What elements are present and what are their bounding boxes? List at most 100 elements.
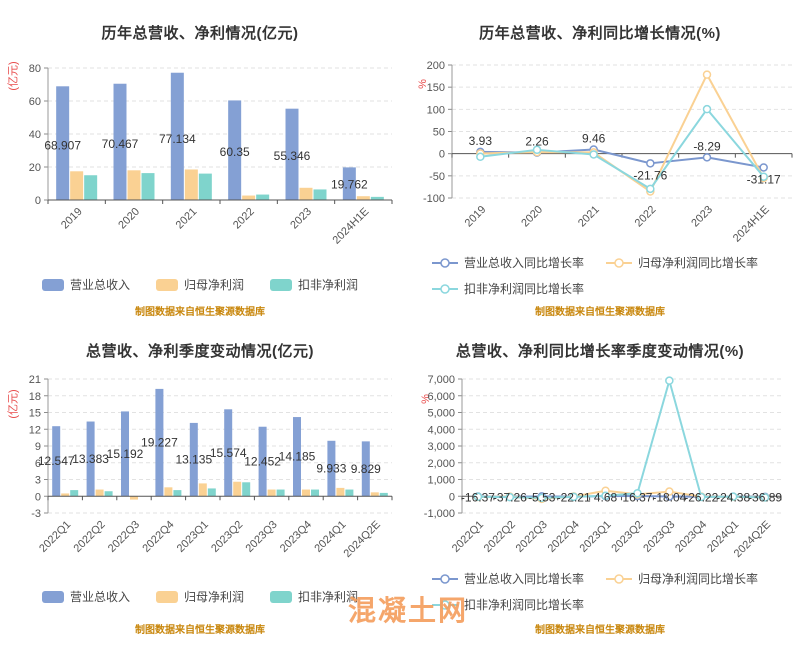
svg-text:2022Q1: 2022Q1 [37, 519, 73, 555]
bar-chart-canvas: 0 20 40 60 80 2019 2020 2021 2022 2023 2024H1E 68.9… [29, 63, 393, 247]
legend-item-series[interactable]: 营业总收入 [41, 588, 130, 605]
legend: 营业总收入同比增长率 归母净利润同比增长率扣非净利润同比增长率 [432, 254, 800, 306]
svg-text:3: 3 [35, 475, 41, 487]
svg-text:-100: -100 [423, 193, 445, 205]
svg-text:-3: -3 [31, 508, 41, 520]
chart-yearly-growth: 历年总营收、净利同比增长情况(%) % -100 -50 0 50 100 150 200 2… [400, 0, 800, 330]
svg-text:2022Q2: 2022Q2 [482, 519, 518, 555]
svg-text:-31.17: -31.17 [747, 172, 781, 186]
svg-text:2023Q4: 2023Q4 [673, 519, 709, 555]
svg-text:-21.76: -21.76 [633, 168, 667, 182]
svg-text:-36.89: -36.89 [748, 490, 782, 504]
svg-text:2023Q2: 2023Q2 [209, 519, 245, 555]
legend-label: 营业总收入 [69, 590, 130, 604]
legend-item-series[interactable]: 归母净利润同比增长率 [606, 570, 758, 587]
legend-row: 营业总收入同比增长率 归母净利润同比增长率 [432, 570, 800, 587]
svg-text:50: 50 [433, 127, 445, 139]
legend-label: 归母净利润 [183, 590, 244, 604]
legend-row: 扣非净利润同比增长率 [432, 280, 800, 297]
legend-label: 扣非净利润同比增长率 [464, 282, 585, 296]
source-note: 制图数据来自恒生聚源数据库 [135, 625, 265, 636]
legend-label: 归母净利润同比增长率 [638, 572, 759, 586]
svg-text:77.134: 77.134 [159, 132, 196, 146]
svg-text:0: 0 [35, 195, 41, 207]
svg-text:2023Q4: 2023Q4 [278, 519, 314, 555]
legend-line-marker [432, 283, 458, 294]
svg-text:4.68: 4.68 [594, 490, 618, 504]
legend-label: 扣非净利润 [298, 590, 359, 604]
legend-line-marker [432, 599, 458, 610]
svg-text:6: 6 [35, 458, 41, 470]
svg-text:13.383: 13.383 [72, 452, 109, 466]
svg-text:55.346: 55.346 [274, 149, 311, 163]
svg-text:3.93: 3.93 [469, 134, 493, 148]
svg-text:-50: -50 [429, 171, 445, 183]
legend-item-series[interactable]: 归母净利润 [155, 588, 244, 605]
svg-text:15: 15 [29, 408, 41, 420]
svg-text:2023Q1: 2023Q1 [175, 519, 211, 555]
svg-text:3,000: 3,000 [427, 441, 455, 453]
legend-item-series[interactable]: 营业总收入 [41, 276, 130, 293]
svg-text:-26.22: -26.22 [684, 490, 718, 504]
svg-text:9.46: 9.46 [582, 131, 606, 145]
legend-item-series[interactable]: 扣非净利润同比增长率 [432, 596, 584, 613]
legend-line-marker [432, 257, 458, 268]
svg-text:80: 80 [29, 63, 41, 75]
legend-swatch [41, 278, 64, 291]
svg-text:40: 40 [29, 129, 41, 141]
svg-text:14.185: 14.185 [279, 450, 316, 464]
legend-swatch [270, 590, 292, 603]
svg-text:150: 150 [427, 82, 445, 94]
svg-text:2024Q2E: 2024Q2E [342, 519, 383, 560]
svg-text:19.762: 19.762 [331, 177, 368, 191]
svg-text:2022Q1: 2022Q1 [450, 519, 486, 555]
svg-text:-37.26: -37.26 [493, 490, 527, 504]
legend-item-series[interactable]: 营业总收入同比增长率 [432, 570, 584, 587]
svg-text:100: 100 [427, 104, 445, 116]
svg-text:20: 20 [29, 162, 41, 174]
legend-item-series[interactable]: 营业总收入同比增长率 [432, 254, 584, 271]
chart-title: 总营收、净利同比增长率季度变动情况(%) [455, 343, 745, 360]
legend-label: 归母净利润 [183, 278, 244, 292]
svg-text:60.35: 60.35 [220, 145, 250, 159]
svg-text:2022Q2: 2022Q2 [72, 519, 108, 555]
legend-line-marker [432, 573, 458, 584]
legend-item-series[interactable]: 归母净利润同比增长率 [606, 254, 758, 271]
legend-item-series[interactable]: 扣非净利润 [270, 276, 358, 293]
legend-item-series[interactable]: 扣非净利润 [270, 588, 358, 605]
svg-text:4,000: 4,000 [427, 424, 455, 436]
legend-label: 归母净利润同比增长率 [638, 256, 759, 270]
legend: 营业总收入同比增长率 归母净利润同比增长率扣非净利润同比增长率 [432, 570, 800, 622]
svg-text:2.26: 2.26 [525, 135, 549, 149]
svg-text:-24.38: -24.38 [716, 490, 750, 504]
svg-text:2024H1E: 2024H1E [731, 204, 772, 245]
chart-yearly-revenue-profit: 历年总营收、净利情况(亿元) (亿元) 0 20 40 60 80 2019 2020 202… [0, 0, 400, 330]
legend-label: 营业总收入 [69, 278, 130, 292]
svg-text:2022Q3: 2022Q3 [514, 519, 550, 555]
legend-item-series[interactable]: 扣非净利润同比增长率 [432, 280, 584, 297]
svg-text:2021: 2021 [576, 204, 602, 230]
legend-swatch [270, 278, 292, 291]
svg-text:-8.29: -8.29 [693, 139, 721, 153]
svg-text:12.452: 12.452 [244, 454, 281, 468]
chart-quarterly-revenue-profit: 总营收、净利季度变动情况(亿元) (亿元) -3 0 3 6 9 12 15 18 21 2022… [0, 330, 400, 651]
svg-text:16.37: 16.37 [622, 490, 652, 504]
svg-text:2,000: 2,000 [427, 458, 455, 470]
svg-text:2022Q3: 2022Q3 [106, 519, 142, 555]
svg-text:2020: 2020 [116, 206, 142, 232]
chart-title: 历年总营收、净利同比增长情况(%) [479, 25, 721, 42]
svg-text:15.192: 15.192 [107, 447, 144, 461]
svg-text:0: 0 [449, 491, 455, 503]
svg-text:200: 200 [427, 60, 445, 72]
svg-text:2019: 2019 [59, 206, 85, 232]
svg-text:2023Q3: 2023Q3 [641, 519, 677, 555]
svg-text:0: 0 [439, 149, 445, 161]
legend-line-marker [606, 573, 633, 584]
svg-text:-16.37: -16.37 [461, 490, 495, 504]
line-chart-canvas: -100 -50 0 50 100 150 200 2019 2020 2021 2022 2023 2… [423, 60, 793, 245]
legend-item-series[interactable]: 归母净利润 [155, 276, 244, 293]
svg-text:0: 0 [35, 491, 41, 503]
legend-swatch [41, 590, 64, 603]
line-chart-canvas: -1,000 0 1,000 2,000 3,000 4,000 5,000 6,000 7,0… [424, 374, 783, 560]
